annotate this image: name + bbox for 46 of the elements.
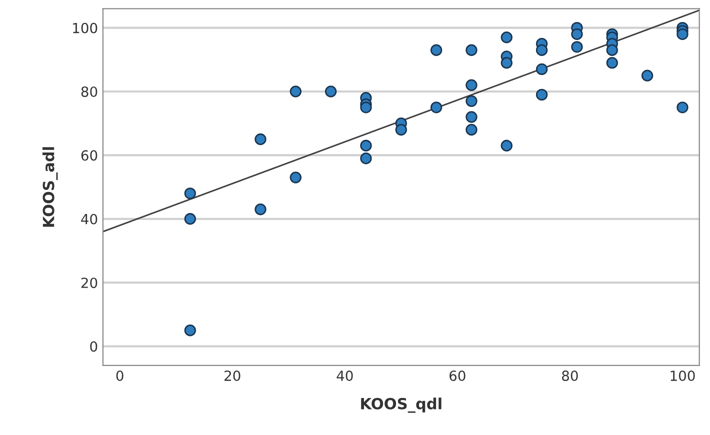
point [500,140,512,152]
x-tick-label: 100 [670,370,695,382]
y-tick-label: 0 [90,341,98,352]
y-tick-label: 20 [81,278,98,288]
point [466,111,478,123]
point [676,102,688,114]
point [324,86,337,98]
x-tick-label: 0 [116,370,124,382]
y-tick-label: 80 [81,86,98,97]
point [466,44,478,56]
y-axis-title: KOOS_adl [42,147,58,227]
point [254,204,266,216]
point [571,28,583,40]
point [606,44,618,56]
y-tick-label: 100 [73,22,98,34]
point [500,32,512,44]
x-axis-title: KOOS_qdl [361,398,442,413]
point [536,44,548,56]
point [360,152,372,164]
point [184,188,196,200]
point [571,41,583,53]
point [254,133,266,146]
x-tick-label: 80 [562,370,578,382]
point [360,102,372,114]
point [606,56,618,69]
point [430,102,442,114]
point [641,70,654,82]
point [184,324,196,336]
point [466,95,478,107]
point [360,140,372,152]
y-tick-label: 60 [81,150,98,161]
point [184,213,196,225]
point [395,124,407,136]
point [676,28,688,40]
point [536,88,548,101]
point [290,86,302,98]
point [466,124,478,136]
point [536,63,548,76]
point [500,56,512,69]
point [430,44,442,56]
x-tick-label: 40 [336,370,353,382]
point [466,79,478,91]
x-tick-label: 20 [224,370,240,382]
point [290,172,302,184]
x-tick-label: 60 [450,370,466,382]
y-tick-label: 40 [81,214,98,224]
